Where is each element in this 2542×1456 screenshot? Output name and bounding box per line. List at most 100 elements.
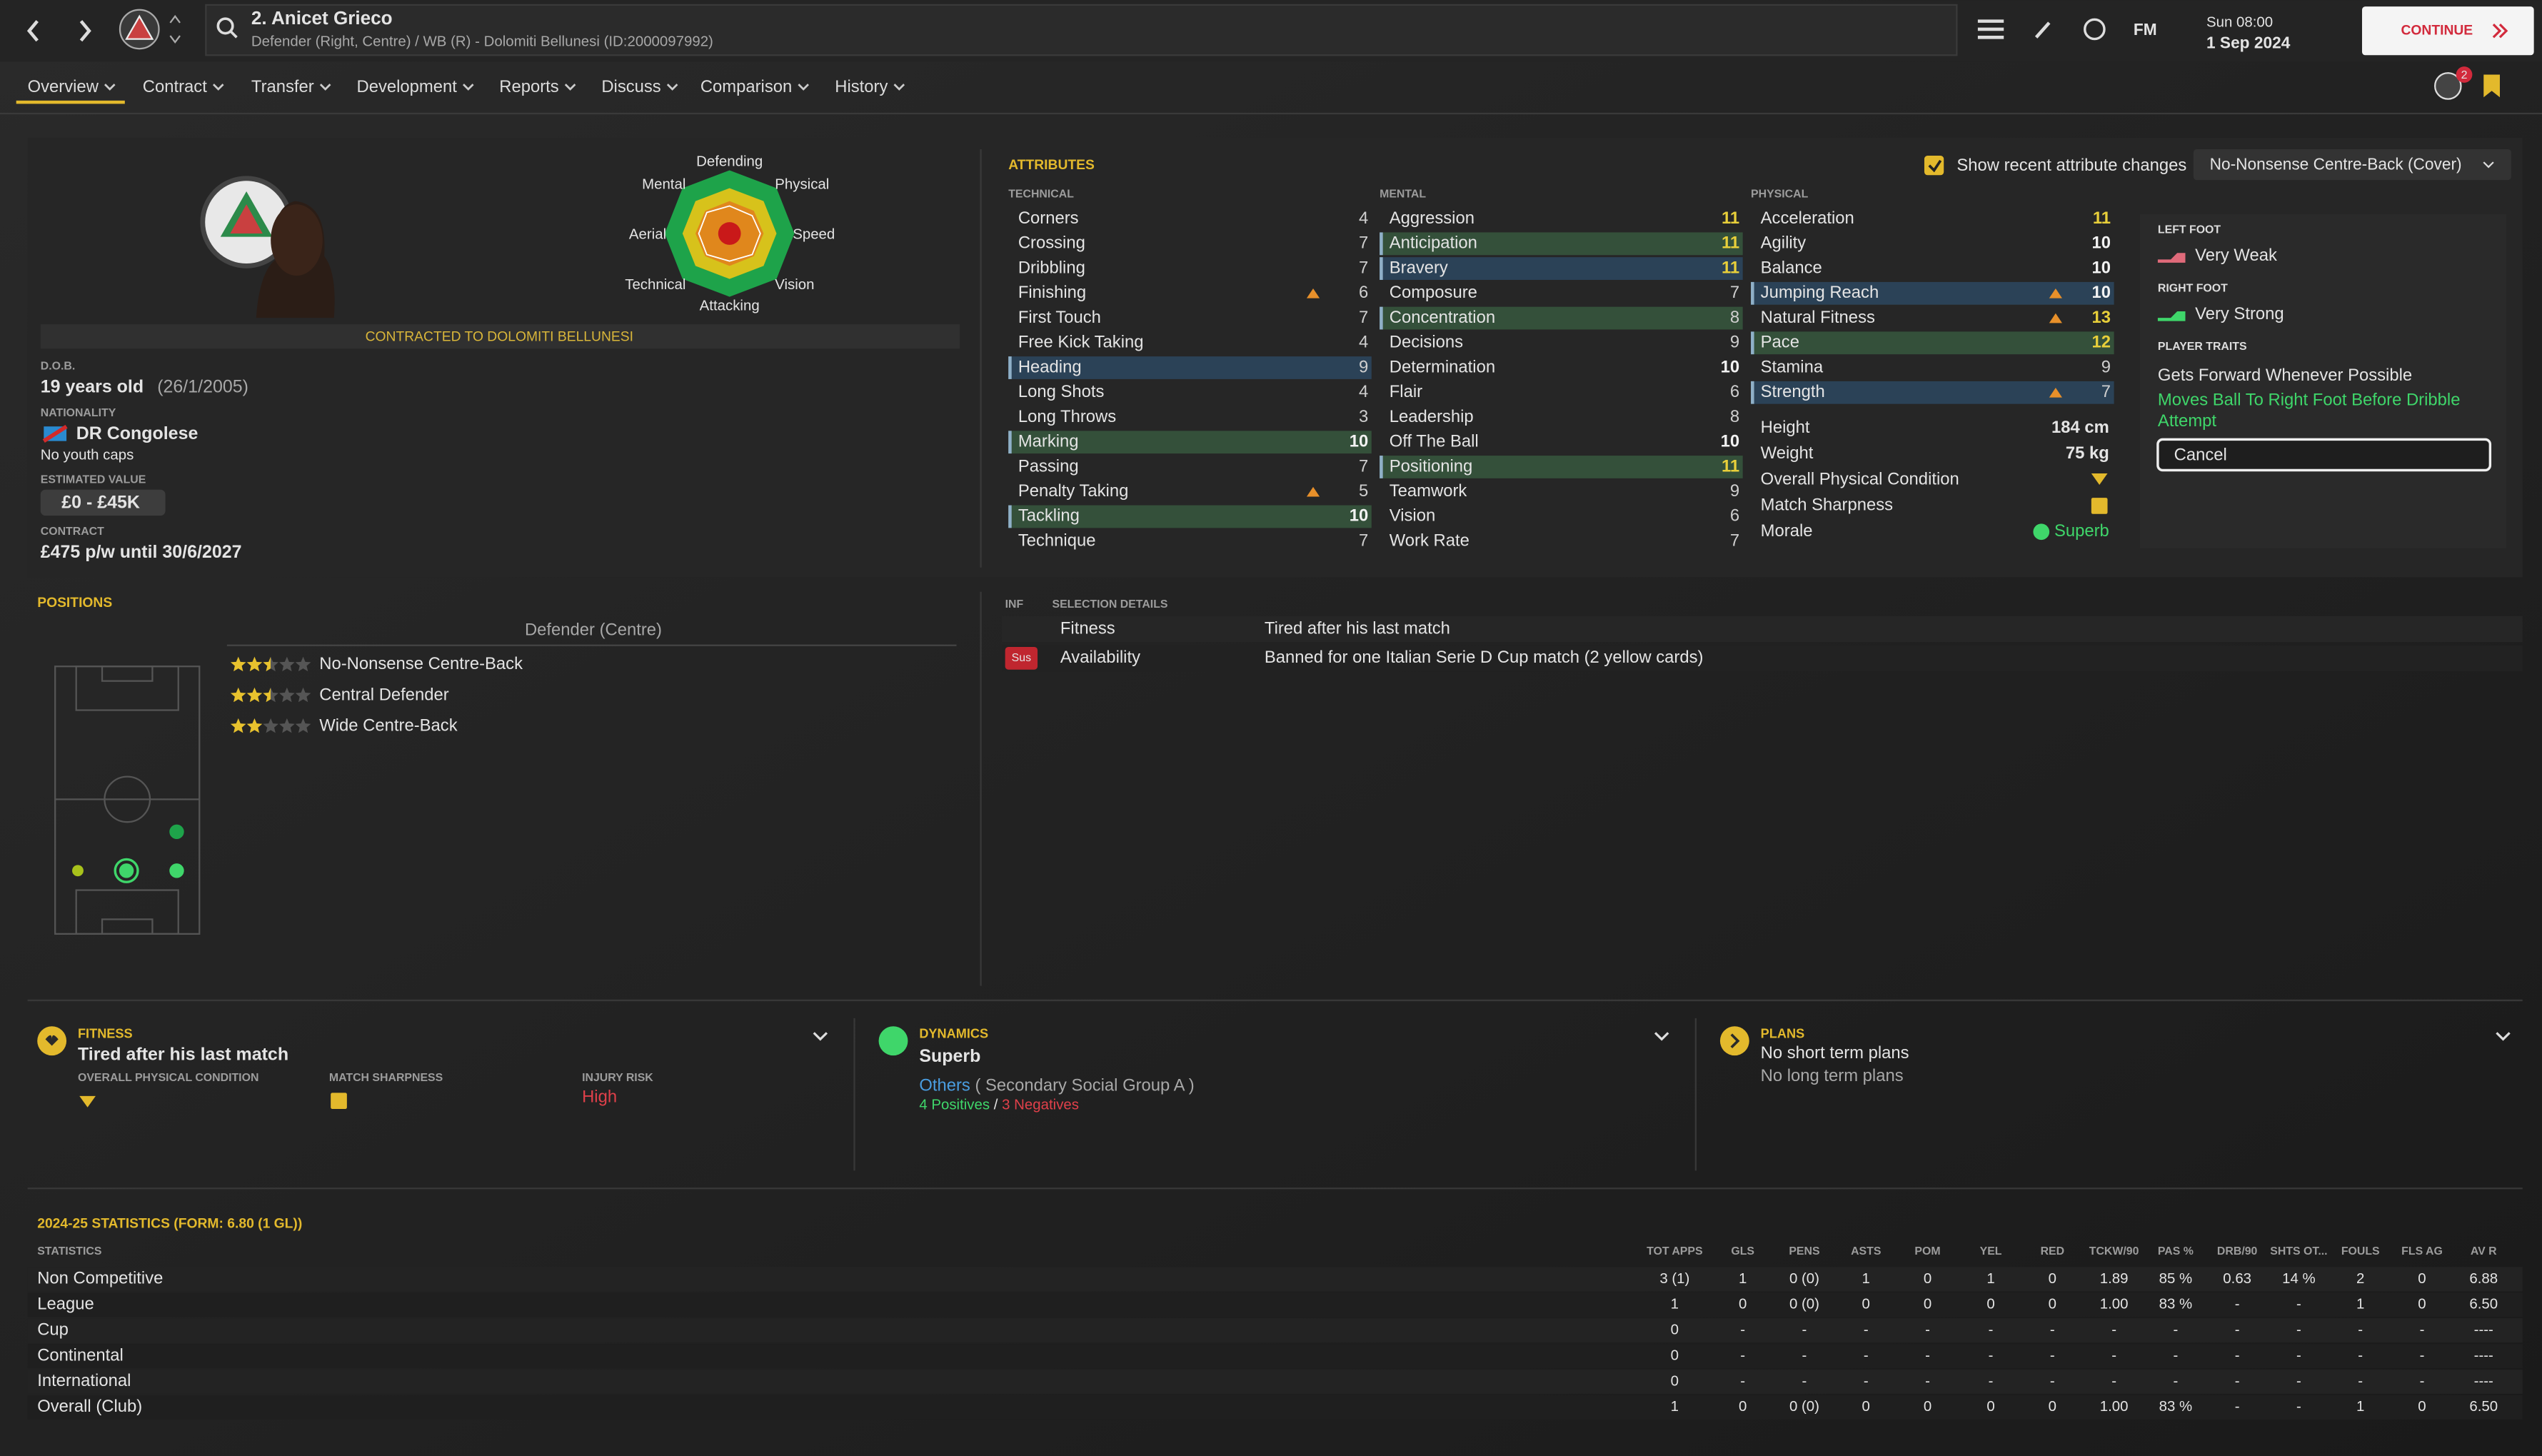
attribute-value: 9: [1359, 357, 1368, 376]
search-box[interactable]: [205, 4, 1958, 56]
relationships: 4 Positives / 3 Negatives: [919, 1098, 1079, 1113]
attribute-name[interactable]: Free Kick Taking: [1018, 333, 1144, 352]
cancel-label[interactable]: Cancel: [2174, 445, 2227, 464]
expand-chevron[interactable]: [2496, 1032, 2511, 1041]
role-name[interactable]: No-Nonsense Centre-Back: [319, 654, 523, 673]
player-switch[interactable]: [169, 14, 181, 44]
checkbox-label[interactable]: Show recent attribute changes: [1956, 156, 2186, 175]
attribute-name[interactable]: Work Rate: [1390, 531, 1470, 550]
attribute-name[interactable]: Crossing: [1018, 234, 1085, 253]
attribute-name[interactable]: Tackling: [1018, 506, 1080, 526]
expand-chevron[interactable]: [1654, 1032, 1669, 1041]
attribute-name[interactable]: Aggression: [1390, 209, 1475, 228]
table-header: PENS: [1789, 1245, 1819, 1257]
nav-tab[interactable]: Discuss: [601, 77, 660, 96]
cancel-button[interactable]: [2156, 438, 2492, 472]
role-name[interactable]: Wide Centre-Back: [319, 716, 457, 735]
attribute-name[interactable]: Anticipation: [1390, 234, 1477, 253]
attribute-name[interactable]: Balance: [1761, 258, 1822, 277]
attribute-name[interactable]: Concentration: [1390, 308, 1495, 327]
panel-title[interactable]: FITNESS: [78, 1026, 133, 1040]
continue-button[interactable]: [2361, 6, 2534, 56]
nav-tab[interactable]: Comparison: [700, 77, 792, 96]
role-name[interactable]: Central Defender: [319, 685, 449, 704]
attribute-name[interactable]: Off The Ball: [1390, 432, 1479, 451]
expand-chevron[interactable]: [813, 1032, 828, 1041]
nav-tab[interactable]: Development: [356, 77, 457, 96]
youth-caps: No youth caps: [41, 447, 134, 463]
attribute-name[interactable]: Flair: [1390, 382, 1422, 401]
attribute-name[interactable]: First Touch: [1018, 308, 1101, 327]
attribute-name[interactable]: Heading: [1018, 357, 1082, 376]
attribute-value: 7: [1359, 258, 1368, 277]
attribute-value: 10: [2092, 234, 2111, 253]
nav-tab[interactable]: Overview: [28, 77, 99, 96]
bookmark-icon[interactable]: [2483, 74, 2500, 98]
attribute-name[interactable]: Natural Fitness: [1761, 308, 1875, 327]
tab-chevron: [319, 84, 331, 91]
checkbox[interactable]: [1924, 156, 1944, 176]
attribute-name[interactable]: Pace: [1761, 333, 1799, 352]
attribute-name[interactable]: Finishing: [1018, 283, 1086, 302]
social-group-name[interactable]: Others: [919, 1076, 970, 1095]
attribute-name[interactable]: Long Shots: [1018, 382, 1105, 401]
panel-title[interactable]: PLANS: [1761, 1026, 1805, 1040]
attribute-name[interactable]: Composure: [1390, 283, 1477, 302]
attribute-name[interactable]: Decisions: [1390, 333, 1463, 352]
continue-label[interactable]: CONTINUE: [2401, 23, 2473, 38]
attribute-name[interactable]: Passing: [1018, 456, 1079, 476]
attribute-radar: [664, 170, 795, 297]
role-dropdown[interactable]: [2193, 149, 2511, 181]
attribute-name[interactable]: Acceleration: [1761, 209, 1854, 228]
menu-icon[interactable]: [1977, 19, 2004, 39]
attribute-name[interactable]: Strength: [1761, 382, 1825, 401]
short-term-plans: No short term plans: [1761, 1043, 1909, 1063]
attribute-name[interactable]: Vision: [1390, 506, 1435, 526]
attribute-name[interactable]: Leadership: [1390, 407, 1474, 426]
column-heading: TECHNICAL: [1008, 189, 1074, 201]
ball-icon[interactable]: [2084, 18, 2106, 41]
attribute-value: 10: [1350, 506, 1369, 526]
attribute-name[interactable]: Dribbling: [1018, 258, 1085, 277]
attribute-name[interactable]: Agility: [1761, 234, 1807, 253]
nav-tab[interactable]: Reports: [499, 77, 559, 96]
forward-button[interactable]: [79, 20, 91, 42]
attribute-name[interactable]: Teamwork: [1390, 481, 1467, 501]
attribute-name[interactable]: Positioning: [1390, 456, 1473, 476]
inbox-icon[interactable]: [2434, 72, 2462, 100]
nav-tab[interactable]: History: [835, 77, 888, 96]
attribute-name[interactable]: Corners: [1018, 209, 1079, 228]
attribute-name[interactable]: Penalty Taking: [1018, 481, 1129, 501]
nav-tab[interactable]: Contract: [143, 77, 207, 96]
attribute-name[interactable]: Bravery: [1390, 258, 1448, 277]
attribute-name[interactable]: Stamina: [1761, 357, 1824, 376]
attribute-name[interactable]: Long Throws: [1018, 407, 1116, 426]
panel-title[interactable]: DYNAMICS: [919, 1026, 988, 1040]
fm-button[interactable]: FM: [2134, 20, 2157, 39]
table-cell: 0: [1739, 1399, 1747, 1415]
attribute-name[interactable]: Marking: [1018, 432, 1079, 451]
table-cell: 0.63: [2223, 1271, 2251, 1287]
star: [279, 656, 295, 672]
dob-date: (26/1/2005): [157, 376, 248, 396]
nav-tab[interactable]: Transfer: [251, 77, 314, 96]
estimated-value: £0 - £45K: [61, 493, 140, 513]
table-header: STATISTICS: [37, 1245, 101, 1257]
long-term-plans: No long term plans: [1761, 1066, 1904, 1085]
table-cell: 0: [1671, 1347, 1679, 1363]
positives: 4 Positives: [919, 1098, 990, 1113]
attribute-value: 6: [1730, 382, 1739, 401]
attribute-name[interactable]: Determination: [1390, 357, 1495, 376]
edit-icon[interactable]: [2034, 21, 2051, 39]
nationality[interactable]: DR Congolese: [76, 423, 199, 443]
attribute-value: 6: [1730, 506, 1739, 526]
back-button[interactable]: [26, 20, 39, 42]
attribute-name[interactable]: Technique: [1018, 531, 1096, 550]
field-label: LEFT FOOT: [2158, 224, 2221, 236]
section-title: POSITIONS: [37, 596, 112, 611]
table-cell: 0 (0): [1789, 1271, 1819, 1287]
row-name: International: [37, 1371, 131, 1390]
role-dropdown-label[interactable]: No-Nonsense Centre-Back (Cover): [2210, 155, 2462, 174]
table-cell: -: [1740, 1347, 1745, 1363]
attribute-name[interactable]: Jumping Reach: [1761, 283, 1879, 302]
